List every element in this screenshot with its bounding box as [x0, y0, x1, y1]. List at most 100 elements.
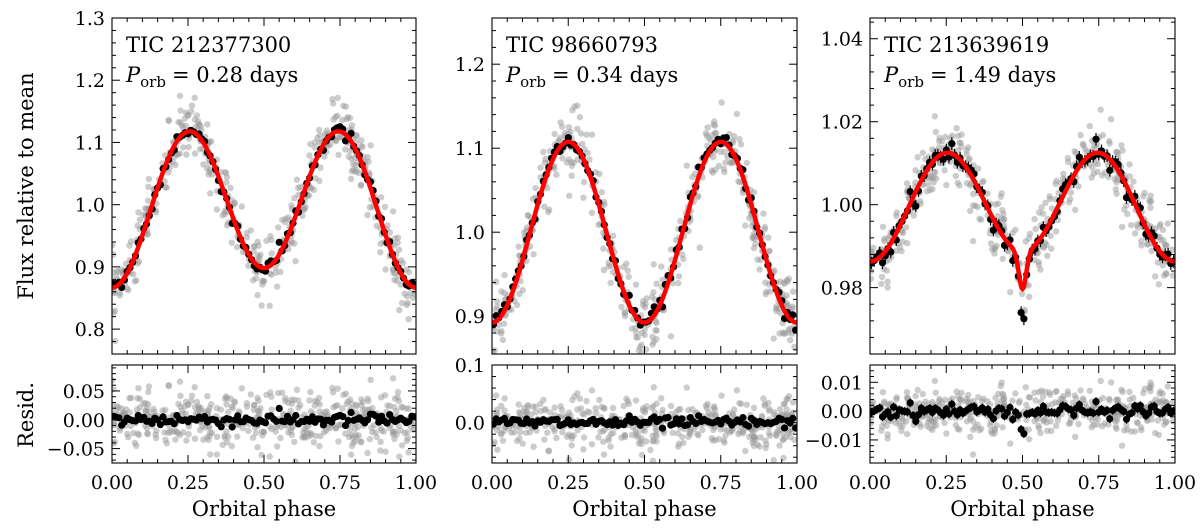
- raw-resid-point: [722, 432, 729, 439]
- raw-point: [551, 165, 558, 172]
- raw-point: [925, 153, 932, 160]
- raw-point: [238, 203, 245, 210]
- raw-point: [317, 164, 324, 171]
- raw-resid-point: [1065, 420, 1073, 427]
- binned-resid-point: [739, 414, 747, 422]
- raw-point: [785, 326, 792, 333]
- raw-point: [935, 144, 943, 151]
- raw-point: [675, 273, 683, 280]
- raw-point: [1032, 225, 1039, 233]
- raw-resid-point: [1126, 388, 1133, 396]
- raw-resid-point: [1007, 440, 1014, 447]
- raw-point: [970, 190, 977, 198]
- raw-point: [222, 169, 230, 177]
- raw-resid-point: [1035, 424, 1043, 432]
- raw-resid-point: [306, 397, 313, 404]
- raw-point: [176, 150, 184, 157]
- raw-point: [334, 94, 341, 102]
- raw-point: [910, 212, 917, 219]
- raw-resid-point: [956, 396, 963, 403]
- raw-point: [677, 217, 684, 225]
- raw-point: [1118, 142, 1125, 149]
- raw-resid-point: [293, 386, 301, 393]
- raw-resid-point: [339, 405, 346, 412]
- raw-resid-point: [711, 403, 718, 410]
- raw-point: [588, 131, 596, 138]
- raw-point: [580, 194, 587, 201]
- raw-point: [183, 151, 190, 158]
- raw-resid-point: [1023, 416, 1030, 423]
- raw-point: [127, 238, 135, 245]
- raw-point: [1124, 210, 1131, 218]
- raw-point: [558, 123, 566, 130]
- raw-resid-point: [942, 396, 949, 404]
- raw-point: [315, 126, 323, 134]
- raw-resid-point: [600, 438, 607, 445]
- raw-resid-point: [1160, 421, 1168, 428]
- raw-resid-point: [357, 439, 365, 446]
- raw-resid-point: [979, 398, 986, 405]
- panel-tic213639619: 0.00 0.25 0.50 0.75 1.00 Orbital phase 0.98 1.0…: [805, 17, 1196, 521]
- raw-point: [335, 151, 342, 159]
- raw-resid-point: [1099, 394, 1107, 402]
- raw-point: [258, 302, 265, 309]
- raw-resid-point: [499, 437, 507, 444]
- raw-point: [683, 162, 690, 169]
- raw-point: [580, 178, 588, 186]
- raw-point: [1037, 266, 1044, 273]
- raw-resid-point: [926, 425, 934, 432]
- raw-point: [260, 277, 268, 285]
- raw-point: [620, 263, 627, 271]
- raw-resid-point: [975, 394, 982, 401]
- raw-point: [1147, 204, 1154, 211]
- raw-resid-point: [544, 429, 551, 436]
- raw-resid-point: [545, 447, 552, 455]
- raw-point: [112, 337, 119, 345]
- x-axis-label: Orbital phase: [192, 497, 336, 521]
- binned-resid-point: [201, 413, 209, 421]
- binned-resid-point: [1103, 406, 1111, 414]
- raw-point: [195, 118, 202, 125]
- binned-resid-point: [1120, 407, 1128, 416]
- raw-resid-point: [142, 399, 149, 407]
- raw-resid-point: [1073, 395, 1080, 402]
- raw-point: [736, 136, 743, 143]
- binned-point: [912, 202, 920, 210]
- raw-point: [339, 116, 346, 124]
- raw-point: [954, 179, 961, 187]
- y-tick-label: 1.2: [455, 54, 485, 76]
- raw-point: [903, 224, 910, 231]
- raw-point: [584, 149, 591, 156]
- raw-resid-point: [301, 433, 308, 441]
- raw-point: [499, 336, 507, 344]
- raw-point: [1052, 180, 1059, 187]
- raw-point: [930, 174, 937, 181]
- raw-point: [133, 277, 140, 284]
- raw-resid-point: [317, 432, 324, 440]
- raw-point: [1099, 132, 1107, 139]
- binned-resid-point: [234, 412, 242, 420]
- raw-resid-point: [728, 427, 735, 435]
- raw-point: [492, 350, 497, 354]
- raw-point: [227, 184, 234, 192]
- raw-point: [1147, 192, 1154, 199]
- raw-resid-point: [1097, 377, 1104, 385]
- raw-resid-point: [1040, 416, 1047, 423]
- raw-resid-point: [1106, 397, 1113, 404]
- raw-point: [966, 155, 973, 162]
- raw-resid-point: [1164, 383, 1172, 390]
- raw-resid-point: [570, 432, 577, 439]
- raw-resid-point: [256, 408, 263, 415]
- raw-resid-point: [930, 419, 937, 426]
- x-tick-label: 0.50: [1001, 472, 1043, 494]
- raw-point: [389, 208, 397, 215]
- binned-resid-point: [225, 415, 234, 423]
- raw-resid-point: [367, 376, 374, 383]
- raw-resid-point: [559, 428, 566, 436]
- raw-resid-point: [653, 438, 660, 445]
- raw-resid-point: [879, 389, 887, 396]
- raw-resid-point: [185, 431, 192, 438]
- raw-resid-point: [941, 419, 948, 427]
- model-curve: [492, 139, 797, 325]
- binned-resid-point: [984, 405, 992, 413]
